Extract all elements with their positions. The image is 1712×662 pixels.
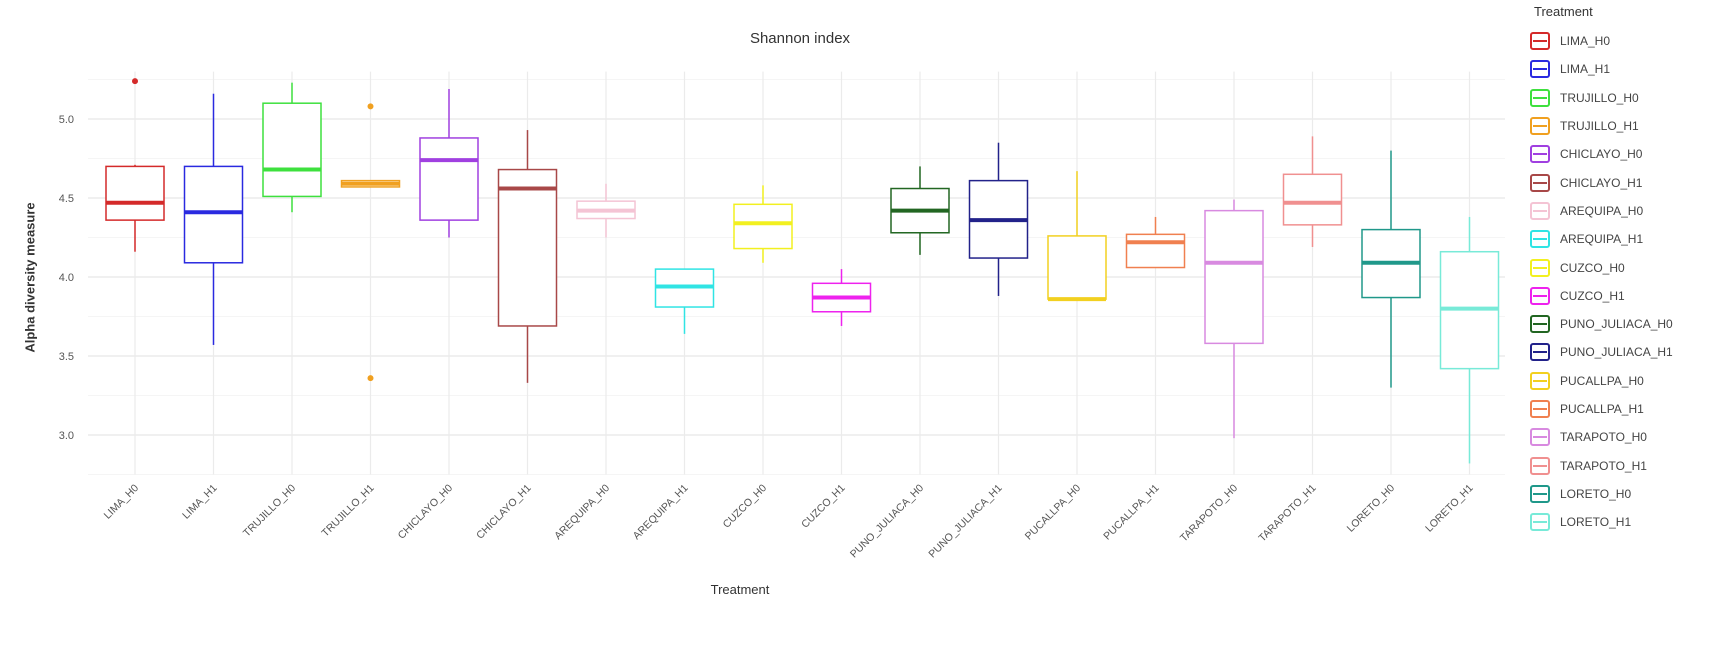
- box-chiclayo_h0: [419, 137, 479, 221]
- legend-key: [1530, 428, 1550, 447]
- y-tick-label: 4.5: [59, 193, 74, 205]
- y-tick-label: 3.0: [59, 430, 74, 442]
- legend-label: PUCALLPA_H1: [1560, 402, 1644, 416]
- box-trujillo_h0: [262, 102, 322, 198]
- x-tick-label: TRUJILLO_H1: [319, 482, 376, 539]
- legend-label: CUZCO_H0: [1560, 260, 1625, 275]
- x-tick-label: LIMA_H0: [102, 482, 142, 522]
- legend-label: LIMA_H0: [1560, 34, 1611, 49]
- legend-title: Treatment: [1534, 4, 1593, 19]
- box-pucallpa_h0: [1047, 235, 1107, 300]
- legend-label: TRUJILLO_H0: [1560, 90, 1639, 105]
- legend-label: LORETO_H0: [1560, 486, 1632, 501]
- x-tick-label: CUZCO_H1: [799, 482, 848, 531]
- x-tick-label: TRUJILLO_H0: [241, 482, 298, 539]
- legend-label: LIMA_H1: [1560, 62, 1611, 77]
- legend-label: PUCALLPA_H0: [1560, 373, 1644, 388]
- legend-key: [1530, 456, 1550, 475]
- x-tick-label: PUNO_JULIACA_H1: [926, 482, 1004, 560]
- box-tarapoto_h1: [1282, 173, 1343, 226]
- legend-item: TARAPOTO_H0: [1530, 423, 1673, 451]
- legend-item: LORETO_H1: [1530, 508, 1673, 536]
- x-tick-label: TARAPOTO_H0: [1178, 482, 1240, 544]
- legend-key: [1530, 88, 1550, 107]
- x-tick-label: PUCALLPA_H0: [1023, 482, 1083, 542]
- box-tarapoto_h0: [1204, 209, 1264, 345]
- legend-item: LORETO_H0: [1530, 480, 1673, 508]
- legend-item: PUNO_JULIACA_H1: [1530, 338, 1673, 366]
- outlier-point: [132, 78, 138, 85]
- legend-item: CHICLAYO_H0: [1530, 140, 1673, 168]
- x-tick-label: AREQUIPA_H0: [552, 482, 612, 542]
- box-pucallpa_h1: [1125, 233, 1186, 269]
- legend-label: TARAPOTO_H1: [1560, 458, 1647, 473]
- legend-label: CUZCO_H1: [1560, 288, 1625, 303]
- outlier-point: [367, 375, 374, 382]
- legend-item: CUZCO_H1: [1530, 282, 1673, 310]
- legend-key: [1530, 230, 1550, 249]
- legend-label: CHICLAYO_H0: [1560, 147, 1643, 162]
- legend-item: AREQUIPA_H0: [1530, 197, 1673, 225]
- legend-item: CUZCO_H0: [1530, 253, 1673, 281]
- legend-key: [1530, 117, 1550, 136]
- legend-key: [1530, 145, 1550, 164]
- box-lima_h0: [105, 165, 165, 221]
- x-tick-label: CUZCO_H0: [721, 482, 770, 531]
- x-tick-label: PUNO_JULIACA_H0: [848, 482, 926, 560]
- legend-label: TRUJILLO_H1: [1560, 119, 1639, 134]
- legend-item: AREQUIPA_H1: [1530, 225, 1673, 253]
- x-tick-label: LIMA_H1: [180, 482, 220, 522]
- legend-item: PUCALLPA_H0: [1530, 367, 1673, 395]
- legend-key: [1530, 513, 1550, 532]
- x-tick-label: CHICLAYO_H0: [396, 482, 456, 542]
- legend-key: [1530, 484, 1550, 503]
- legend-key: [1530, 32, 1550, 51]
- x-tick-label: LORETO_H1: [1423, 482, 1476, 535]
- legend-label: CHICLAYO_H1: [1560, 175, 1643, 190]
- legend-label: PUNO_JULIACA_H1: [1560, 345, 1673, 360]
- box-chiclayo_h1: [497, 168, 558, 327]
- x-axis-label: Treatment: [710, 582, 770, 597]
- y-tick-label: 4.0: [59, 272, 74, 284]
- legend-key: [1530, 315, 1550, 334]
- legend-item: TARAPOTO_H1: [1530, 451, 1673, 479]
- chart-title: Shannon index: [749, 30, 851, 47]
- x-tick-label: AREQUIPA_H1: [631, 482, 691, 542]
- legend-label: PUNO_JULIACA_H0: [1560, 317, 1673, 332]
- legend-key: [1530, 343, 1550, 362]
- legend-label: AREQUIPA_H1: [1560, 232, 1644, 247]
- legend-item: TRUJILLO_H0: [1530, 84, 1673, 112]
- legend-key: [1530, 286, 1550, 305]
- box-lima_h1: [183, 165, 244, 264]
- y-tick-label: 5.0: [59, 114, 74, 126]
- legend-label: AREQUIPA_H0: [1560, 203, 1644, 218]
- legend-key: [1530, 371, 1550, 390]
- legend-key: [1530, 258, 1550, 277]
- outlier-point: [367, 103, 374, 110]
- x-tick-label: LORETO_H0: [1345, 482, 1398, 535]
- x-tick-label: PUCALLPA_H1: [1101, 482, 1161, 542]
- legend-label: TARAPOTO_H0: [1560, 430, 1647, 445]
- legend-item: LIMA_H1: [1530, 55, 1673, 83]
- legend-key: [1530, 400, 1550, 418]
- legend-item: CHICLAYO_H1: [1530, 168, 1673, 196]
- x-tick-label: CHICLAYO_H1: [474, 482, 534, 542]
- box-cuzco_h0: [733, 203, 793, 250]
- legend: Treatment LIMA_H0 LIMA_H1 TRUJILLO_H0 TRUJI…: [1530, 4, 1673, 536]
- legend-item: PUCALLPA_H1: [1530, 395, 1673, 423]
- legend-item: TRUJILLO_H1: [1530, 112, 1673, 140]
- legend-key: [1530, 60, 1550, 79]
- y-tick-label: 3.5: [59, 351, 74, 363]
- legend-item: PUNO_JULIACA_H0: [1530, 310, 1673, 338]
- x-tick-label: TARAPOTO_H1: [1256, 482, 1318, 544]
- legend-label: LORETO_H1: [1560, 515, 1632, 530]
- legend-key: [1530, 201, 1550, 220]
- y-axis-label: Alpha diversity measure: [22, 202, 38, 353]
- legend-key: [1530, 173, 1550, 192]
- legend-item: LIMA_H0: [1530, 27, 1673, 55]
